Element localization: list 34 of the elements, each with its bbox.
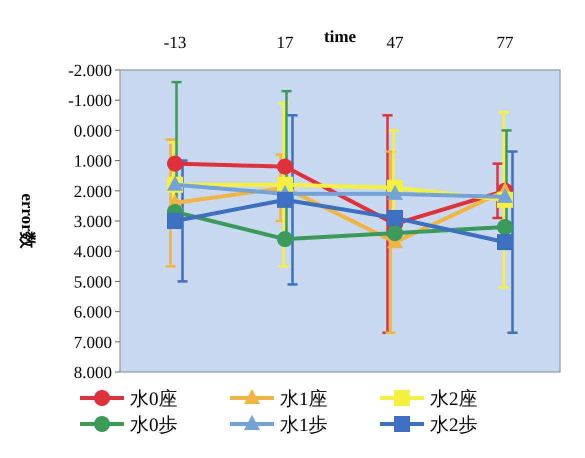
point bbox=[277, 192, 293, 208]
y-tick-label: -2.000 bbox=[68, 61, 112, 80]
x-tick-label: 47 bbox=[386, 33, 404, 52]
y-axis-title: error数 bbox=[18, 193, 37, 250]
y-tick-label: 7.000 bbox=[74, 332, 112, 352]
y-tick-label: 4.000 bbox=[74, 242, 112, 262]
legend-label: 水1座 bbox=[280, 388, 328, 410]
legend-label: 水1歩 bbox=[280, 415, 328, 436]
point bbox=[497, 234, 513, 250]
y-tick-label: 1.000 bbox=[74, 152, 112, 171]
x-tick-label: 77 bbox=[496, 33, 514, 52]
y-tick-label: 3.000 bbox=[74, 212, 112, 231]
point bbox=[167, 156, 183, 172]
legend-label: 水0座 bbox=[130, 388, 178, 410]
point bbox=[387, 210, 403, 226]
y-tick-label: 2.000 bbox=[74, 182, 112, 201]
y-tick-label: 6.000 bbox=[74, 302, 112, 322]
point bbox=[277, 158, 293, 175]
point bbox=[497, 188, 513, 203]
point bbox=[387, 225, 403, 242]
y-tick-label: 0.000 bbox=[74, 121, 112, 140]
legend-label: 水2座 bbox=[430, 388, 478, 410]
x-tick-label: 17 bbox=[276, 33, 294, 52]
point bbox=[387, 184, 403, 200]
y-tick-label: 5.000 bbox=[74, 272, 112, 292]
x-tick-label: -13 bbox=[164, 33, 186, 52]
point bbox=[497, 219, 513, 236]
point bbox=[167, 213, 183, 229]
chart-title: time bbox=[324, 27, 356, 46]
y-tick-label: -1.000 bbox=[68, 91, 112, 110]
y-tick-label: 8.000 bbox=[74, 363, 112, 382]
legend-label: 水0歩 bbox=[130, 415, 178, 436]
point bbox=[277, 231, 293, 248]
legend-label: 水2歩 bbox=[430, 415, 478, 436]
